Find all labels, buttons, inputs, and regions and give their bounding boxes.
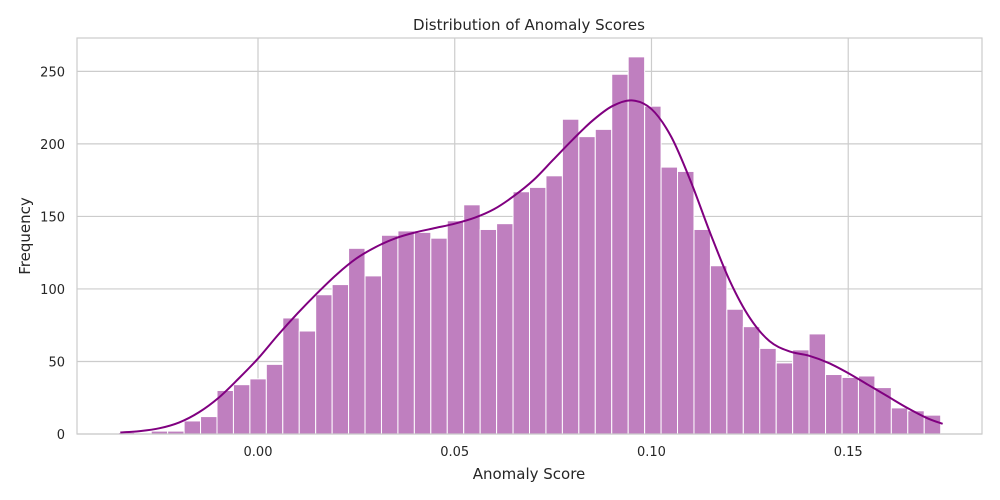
- histogram-bar: [611, 73, 629, 435]
- histogram-bar: [660, 166, 679, 435]
- histogram-bars: [117, 56, 942, 435]
- y-tick-label: 100: [40, 283, 65, 298]
- histogram-bar: [397, 230, 415, 435]
- histogram-bar: [726, 308, 744, 435]
- histogram-bar: [348, 247, 366, 435]
- histogram-bar: [578, 136, 596, 435]
- x-tick-label: 0.05: [440, 445, 469, 460]
- chart-title: Distribution of Anomaly Scores: [413, 16, 645, 34]
- y-tick-label: 150: [40, 210, 65, 225]
- plot-frame: [76, 37, 983, 435]
- histogram-bar: [677, 170, 695, 435]
- histogram-bar: [594, 128, 613, 435]
- histogram-bar: [825, 374, 843, 435]
- histogram-bar: [282, 317, 300, 435]
- histogram-bar: [775, 362, 794, 435]
- histogram-bar: [479, 228, 498, 435]
- histogram-bar: [890, 407, 909, 435]
- histogram-bar: [841, 376, 859, 435]
- histogram-bar: [446, 220, 465, 435]
- histogram-bar: [430, 237, 448, 435]
- x-tick-label: 0.00: [244, 445, 273, 460]
- y-axis-label: Frequency: [16, 197, 34, 275]
- histogram-bar: [380, 234, 399, 435]
- histogram-bar: [232, 384, 251, 435]
- histogram-bar: [249, 378, 267, 435]
- y-tick-label: 200: [40, 138, 65, 153]
- histogram-bar: [298, 330, 317, 435]
- histogram-bar: [463, 204, 481, 435]
- x-tick-label: 0.15: [834, 445, 863, 460]
- histogram-bar: [200, 416, 218, 435]
- x-tick-label: 0.10: [637, 445, 666, 460]
- histogram-bar: [183, 420, 202, 435]
- histogram-bar: [413, 231, 432, 435]
- histogram-bar: [709, 265, 728, 435]
- histogram-bar: [315, 294, 333, 435]
- histogram-bar: [808, 333, 827, 435]
- y-tick-label: 50: [48, 355, 65, 370]
- y-tick-labels: 0 50 100 150 200 250: [40, 65, 65, 443]
- histogram-bar: [759, 347, 777, 435]
- histogram-bar: [512, 191, 531, 435]
- histogram-bar: [364, 275, 382, 435]
- kde-curve: [120, 99, 943, 434]
- histogram-bar: [792, 349, 810, 435]
- histogram-bar: [742, 326, 761, 435]
- histogram-bar: [907, 410, 925, 435]
- y-tick-label: 250: [40, 65, 65, 80]
- histogram-bar: [545, 175, 563, 435]
- histogram-bar: [529, 186, 547, 435]
- x-axis-label: Anomaly Score: [473, 465, 586, 483]
- histogram-bar: [496, 223, 514, 435]
- histogram-bar: [693, 228, 711, 435]
- x-tick-labels: 0.00 0.05 0.10 0.15: [244, 445, 863, 460]
- histogram-bar: [627, 56, 646, 435]
- histogram-bar: [331, 284, 350, 435]
- y-tick-label: 0: [57, 428, 65, 443]
- histogram-bar: [561, 118, 580, 435]
- histogram-bar: [644, 105, 662, 435]
- histogram-bar: [265, 363, 284, 435]
